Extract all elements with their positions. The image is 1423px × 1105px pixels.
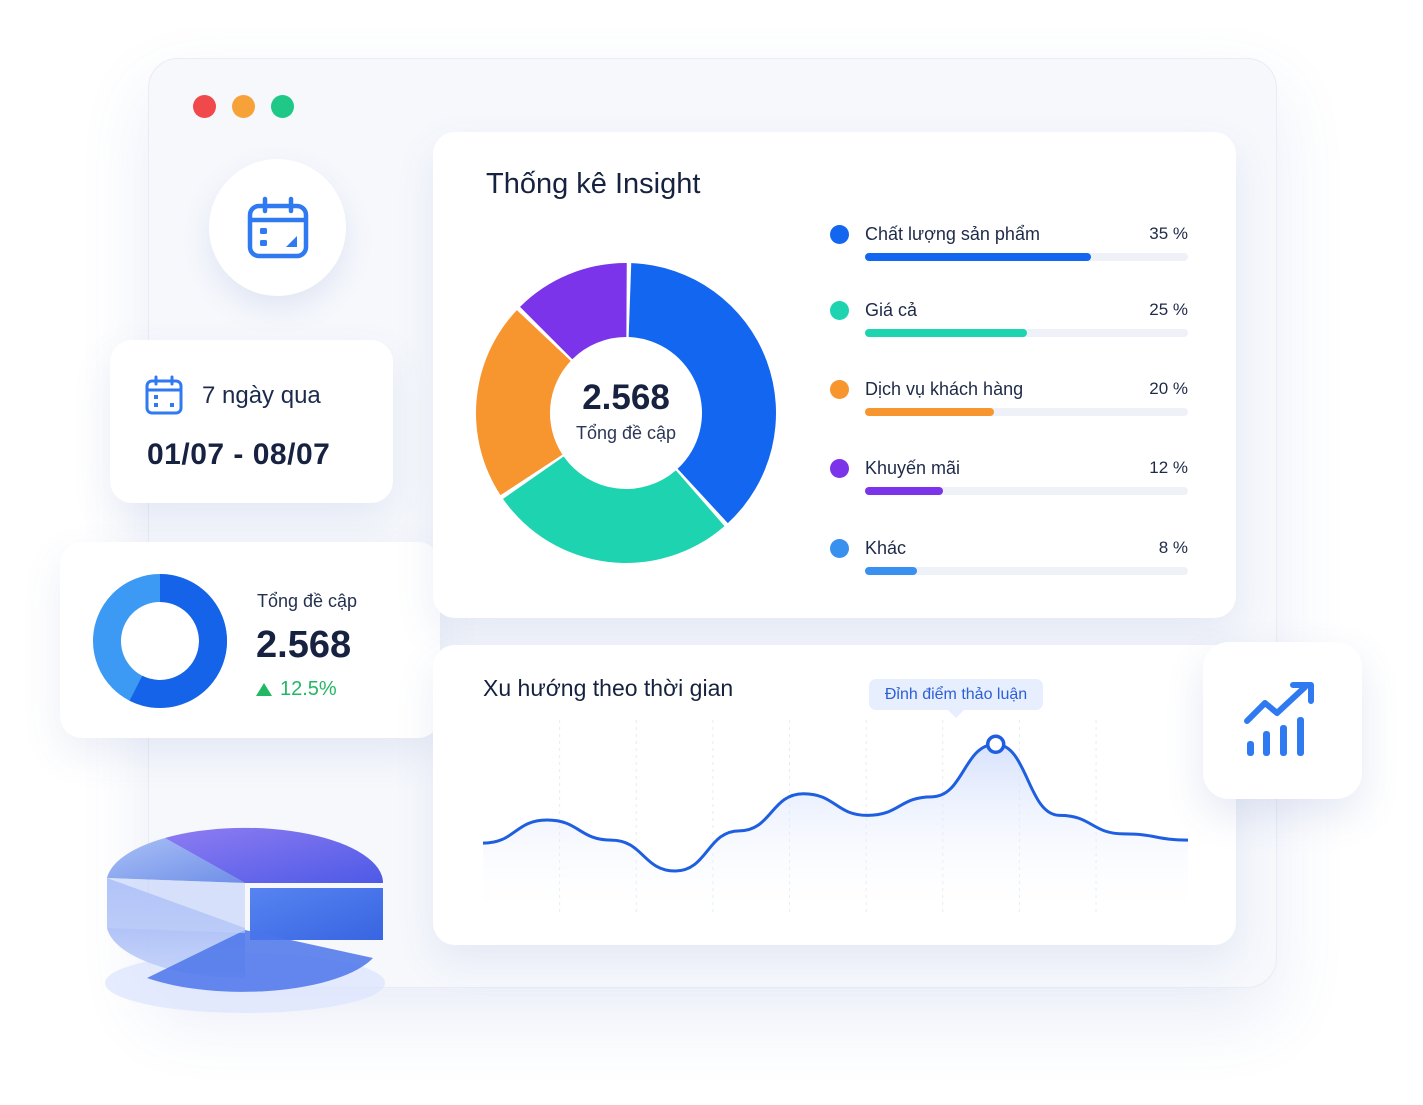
legend-item: Dịch vụ khách hàng 20 % xyxy=(830,379,1188,430)
window-maximize-button[interactable] xyxy=(271,95,294,118)
calendar-small-icon xyxy=(145,375,183,415)
trend-up-icon xyxy=(256,683,272,696)
progress-fill xyxy=(865,329,1027,337)
legend-percent: 8 % xyxy=(1158,538,1188,557)
legend-percent: 20 % xyxy=(1149,379,1188,398)
growth-indicator: 12.5% xyxy=(256,678,337,701)
growth-chart-icon xyxy=(1243,681,1314,756)
legend-item: Khuyến mãi 12 % xyxy=(830,458,1188,509)
total-mentions-value: 2.568 xyxy=(256,624,352,666)
progress-track xyxy=(865,329,1188,337)
progress-track xyxy=(865,567,1188,575)
donut-slice xyxy=(628,263,776,524)
date-range-card[interactable] xyxy=(110,340,393,503)
calendar-button[interactable] xyxy=(209,159,346,296)
donut-hole xyxy=(552,339,700,487)
trend-line-chart xyxy=(482,720,1189,920)
legend-dot xyxy=(830,225,849,244)
total-mentions-label: Tổng đề cập xyxy=(257,591,358,611)
donut-slice xyxy=(503,456,725,563)
progress-track xyxy=(865,487,1188,495)
trend-area xyxy=(483,744,1188,920)
donut-slice xyxy=(520,263,627,360)
legend-item: Giá cả 25 % xyxy=(830,300,1188,351)
trend-title: Xu hướng theo thời gian xyxy=(483,675,734,701)
legend-percent: 35 % xyxy=(1149,224,1188,243)
legend-item: Chất lượng sản phẩm 35 % xyxy=(830,224,1188,275)
peak-marker[interactable] xyxy=(985,734,1006,755)
progress-fill xyxy=(865,408,995,416)
analytics-button[interactable] xyxy=(1203,642,1362,799)
pie-3d-illustration xyxy=(105,827,385,1013)
legend-label: Chất lượng sản phẩm xyxy=(865,224,1040,244)
progress-track xyxy=(865,408,1188,416)
date-range-value: 01/07 - 08/07 xyxy=(147,438,331,471)
window-minimize-button[interactable] xyxy=(232,95,255,118)
legend-label: Khuyến mãi xyxy=(865,458,961,478)
legend-dot xyxy=(830,301,849,320)
legend-item: Khác 8 % xyxy=(830,538,1188,589)
legend-dot xyxy=(830,380,849,399)
donut-center-label: Tổng đề cập xyxy=(575,423,677,443)
progress-fill xyxy=(865,487,943,495)
progress-track xyxy=(865,253,1188,261)
legend-percent: 25 % xyxy=(1149,300,1188,319)
insight-title: Thống kê Insight xyxy=(486,168,701,200)
total-mentions-ring xyxy=(93,574,227,708)
legend-label: Khác xyxy=(865,538,907,558)
donut-center-value: 2.568 xyxy=(582,378,670,417)
total-mentions-card xyxy=(60,542,440,738)
window-close-button[interactable] xyxy=(193,95,216,118)
legend-dot xyxy=(830,539,849,558)
donut-slice xyxy=(476,310,571,496)
legend-dot xyxy=(830,459,849,478)
calendar-icon xyxy=(247,196,308,258)
insight-donut-chart xyxy=(476,263,776,563)
progress-fill xyxy=(865,567,917,575)
trend-line xyxy=(482,742,1189,873)
date-range-label: 7 ngày qua xyxy=(202,382,321,409)
legend-label: Giá cả xyxy=(865,300,918,320)
peak-tooltip: Đỉnh điểm thảo luận xyxy=(869,679,1043,718)
growth-value: 12.5% xyxy=(280,678,337,700)
legend-percent: 12 % xyxy=(1149,458,1188,477)
legend-label: Dịch vụ khách hàng xyxy=(865,379,1024,399)
progress-fill xyxy=(865,253,1092,261)
